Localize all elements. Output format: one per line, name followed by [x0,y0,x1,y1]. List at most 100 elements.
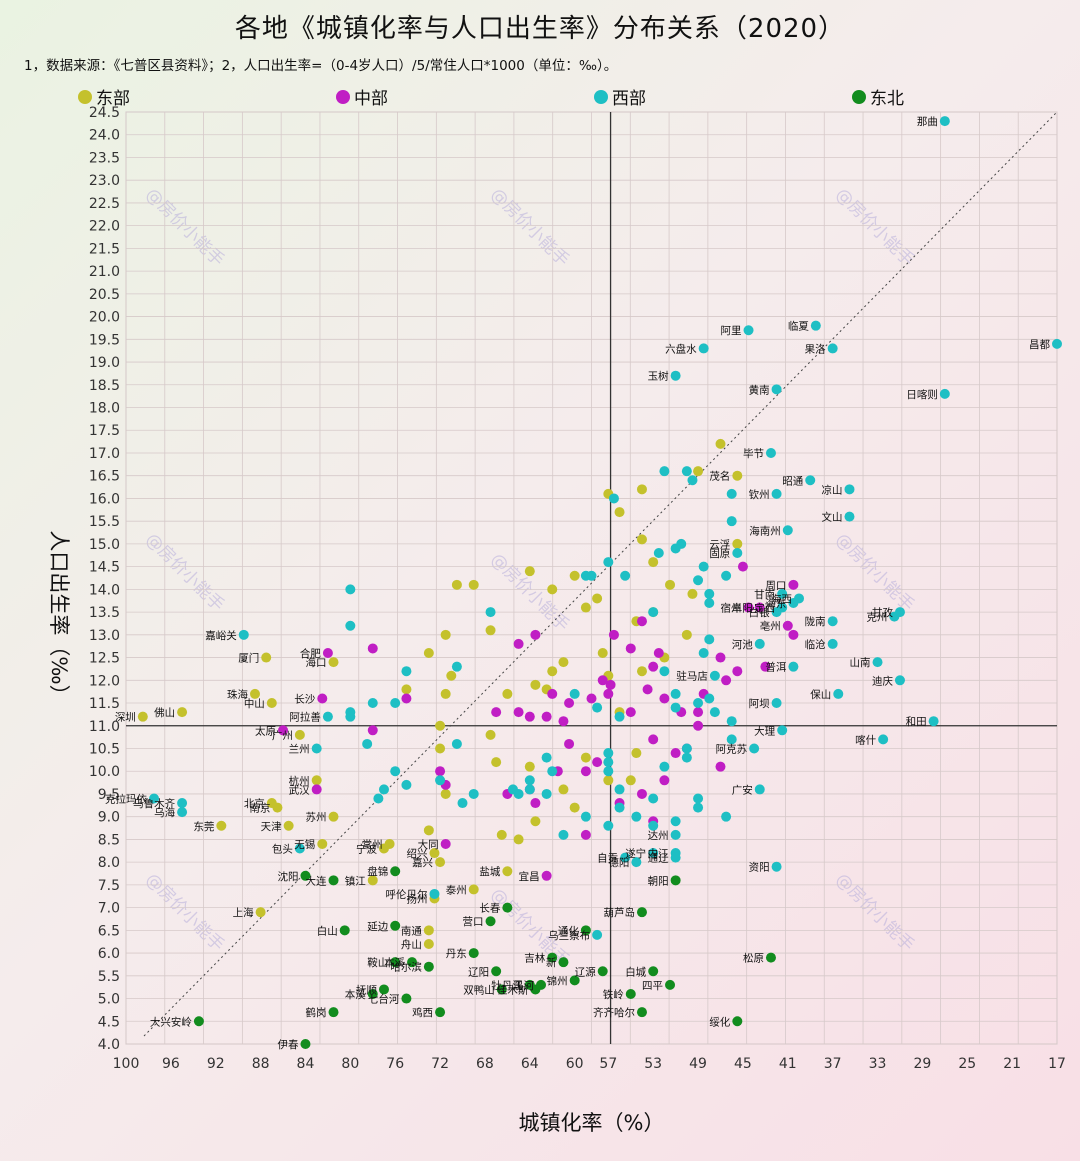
x-tick-label: 92 [207,1056,225,1072]
data-point-0 [328,811,339,822]
data-point-2 [659,761,670,772]
point-label: 盘锦 [367,865,388,878]
data-point-0 [569,570,580,581]
point-label: 通辽 [648,853,669,865]
data-point-0 [468,884,479,895]
point-label: 舟山 [401,938,422,951]
y-tick-label: 7.0 [98,901,120,917]
data-point-1 [278,725,289,736]
data-point-3 [636,1007,647,1018]
data-point-2 [827,638,838,649]
legend-label: 中部 [354,89,388,109]
data-point-0 [665,579,676,590]
data-point-2 [732,547,743,558]
x-tick-label: 41 [779,1056,797,1072]
point-label: 厦门 [238,652,259,665]
point-label: 临夏 [788,320,809,333]
data-point-1 [513,707,524,718]
point-label: 和田 [906,716,927,728]
data-point-2 [844,511,855,522]
data-point-2 [777,725,788,736]
data-point-1 [648,661,659,672]
watermark: @房价小能手 [486,184,572,270]
data-point-0 [423,938,434,949]
y-tick-label: 20.0 [89,310,120,326]
point-label: 长春 [479,903,500,915]
data-point-2 [429,888,440,899]
data-point-0 [631,748,642,759]
data-point-0 [468,579,479,590]
data-point-2 [704,634,715,645]
data-point-1 [580,766,591,777]
data-point-3 [732,1016,743,1027]
data-point-0 [580,752,591,763]
data-point-2 [698,648,709,659]
point-label: 乌鲁木齐 [133,797,175,810]
point-label: 杭州 [289,774,310,787]
data-point-2 [603,766,614,777]
x-tick-label: 25 [958,1056,976,1072]
data-point-0 [732,538,743,549]
point-label: 中山 [244,697,265,710]
data-point-2 [524,784,535,795]
y-tick-label: 5.5 [98,969,120,985]
data-point-3 [569,975,580,986]
point-label: 沈阳 [277,870,298,883]
data-point-1 [693,720,704,731]
point-label: 鹤岗 [306,1006,327,1019]
point-label: 乌海 [154,806,175,819]
y-tick-label: 24.5 [89,105,120,121]
point-label: 常州 [362,838,383,851]
data-point-1 [564,738,575,749]
y-tick-label: 14.5 [89,560,120,576]
y-tick-label: 18.5 [89,378,120,394]
point-label: 吉林 [524,952,545,965]
data-point-2 [435,775,446,786]
data-point-0 [524,566,535,577]
data-point-0 [261,652,272,663]
data-point-1 [659,775,670,786]
data-point-2 [765,447,776,458]
x-tick-label: 53 [644,1056,662,1072]
data-point-2 [620,570,631,581]
data-point-0 [429,848,440,859]
point-label: 昌都 [1029,339,1051,351]
data-point-2 [322,711,333,722]
data-point-0 [636,484,647,495]
point-label: 达州 [648,830,669,842]
data-point-1 [530,798,541,809]
point-label: 固原 [709,548,730,560]
data-point-2 [726,716,737,727]
data-point-3 [468,948,479,959]
data-point-2 [771,861,782,872]
point-label: 南通 [401,924,422,937]
data-point-2 [872,657,883,668]
data-point-2 [698,561,709,572]
data-point-3 [536,979,547,990]
point-label: 松原 [743,952,764,965]
data-point-0 [614,507,625,518]
point-label: 迪庆 [872,674,893,687]
y-tick-label: 6.5 [98,923,120,939]
y-tick-label: 18.0 [89,401,120,417]
point-label: 苏州 [306,811,327,824]
point-label: 凉山 [821,483,842,496]
point-label: 毕节 [743,447,764,460]
point-label: 周口 [765,580,786,592]
legend-marker [594,89,608,104]
point-label: 内江 [648,847,669,860]
y-tick-label: 24.0 [89,128,120,144]
point-label: 太原 [255,724,276,737]
tick-labels: 100 96 92 88 84 80 76 72 68 64 60 57 53 49 45 41 37 33 29 2… [89,105,1066,1072]
point-label: 德阳 [608,856,629,869]
data-point-1 [580,829,591,840]
data-point-1 [743,602,754,613]
point-label: 文山 [821,511,842,524]
data-point-3 [558,957,569,968]
data-point-0 [603,775,614,786]
data-point-3 [648,966,659,977]
data-point-3 [765,952,776,963]
y-tick-label: 12.5 [89,651,120,667]
data-point-0 [580,602,591,613]
point-label: 辽阳 [468,966,489,978]
